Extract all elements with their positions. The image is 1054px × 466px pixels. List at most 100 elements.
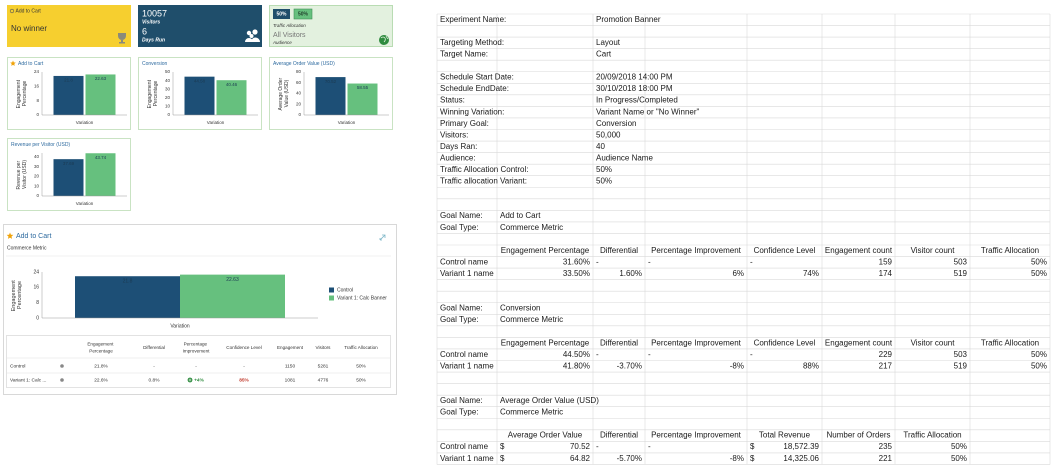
value-label: 22.63 xyxy=(95,76,107,81)
sheet-header: Engagement Percentage xyxy=(501,246,590,255)
table-header: Confidence Level xyxy=(226,345,262,350)
sheet-number: 50% xyxy=(1031,269,1047,278)
sheet-header: Confidence Level xyxy=(754,338,816,347)
star-icon xyxy=(6,232,14,239)
winner-text: No winner xyxy=(11,24,47,33)
table-cell: 1081 xyxy=(285,377,296,383)
sheet-currency: $ xyxy=(500,442,505,451)
sheet-header: Total Revenue xyxy=(759,431,811,440)
sheet-amount: 64.82 xyxy=(570,454,591,463)
y-tick-label: 10 xyxy=(34,183,40,188)
y-tick-label: 20 xyxy=(165,95,171,100)
y-axis-label: Engagement Percentage xyxy=(11,279,23,312)
chart-title: Add to Cart xyxy=(16,233,51,240)
sheet-number: 88% xyxy=(803,361,819,370)
sheet-text: Traffic Allocation Control: xyxy=(440,165,528,174)
sheet-currency: $ xyxy=(500,454,505,463)
sheet-text: Add to Cart xyxy=(500,211,541,220)
value-label: 37.69 xyxy=(63,161,75,166)
sheet-number: 221 xyxy=(879,454,893,463)
sheet-text: Days Ran: xyxy=(440,142,477,151)
sheet-number: 31.60% xyxy=(563,257,590,266)
sheet-text: 50% xyxy=(596,165,612,174)
value-label: 43.74 xyxy=(95,155,107,160)
audience-label: Audience xyxy=(272,40,292,45)
sheet-number: 159 xyxy=(879,257,893,266)
table-cell: 50% xyxy=(356,363,366,369)
visitors-card xyxy=(138,5,262,47)
sheet-amount: 14,325.06 xyxy=(783,454,819,463)
sheet-text: Variant 1 name xyxy=(440,361,494,370)
sheet-text: Status: xyxy=(440,96,465,105)
sheet-text: Goal Type: xyxy=(440,223,479,232)
sheet-number: 50% xyxy=(1031,361,1047,370)
expand-icon[interactable] xyxy=(379,234,386,241)
value-label: 44.58 xyxy=(194,78,206,83)
y-tick-label: 16 xyxy=(34,84,40,89)
y-tick-label: 40 xyxy=(34,154,40,159)
value-label: 58.55 xyxy=(357,85,369,90)
goal-name: Add to Cart xyxy=(16,8,42,14)
sheet-number: 1.60% xyxy=(619,269,642,278)
sheet-text: - xyxy=(648,257,651,266)
sheet-header: Traffic Allocation xyxy=(981,338,1039,347)
sheet-number: 503 xyxy=(954,257,968,266)
sheet-text: 30/10/2018 18:00 PM xyxy=(596,84,673,93)
table-header: Traffic Allocation xyxy=(344,345,378,350)
y-tick-label: 20 xyxy=(296,101,302,106)
table-cell: 50% xyxy=(356,377,366,383)
table-cell: - xyxy=(243,364,245,369)
sheet-text: Goal Name: xyxy=(440,396,483,405)
sheet-number: 50% xyxy=(1031,257,1047,266)
sheet-text: Primary Goal: xyxy=(440,119,489,128)
sheet-number: 50% xyxy=(951,442,967,451)
sheet-text: Variant Name or "No Winner" xyxy=(596,107,700,116)
table-cell: +4% xyxy=(194,377,204,383)
chart-title: Add to Cart xyxy=(18,61,44,67)
sheet-text: 50,000 xyxy=(596,130,621,139)
y-tick-label: 16 xyxy=(33,285,39,291)
y-tick-label: 40 xyxy=(296,91,302,96)
sheet-text: In Progress/Completed xyxy=(596,96,678,105)
y-tick-label: 8 xyxy=(36,300,39,306)
sheet-number: 519 xyxy=(954,269,968,278)
sheet-header: Percentage Improvement xyxy=(651,246,742,255)
sheet-text: Conversion xyxy=(500,304,540,313)
table-cell: 4776 xyxy=(318,377,329,383)
sheet-text: Visitors: xyxy=(440,130,468,139)
sheet-text: Traffic allocation Variant: xyxy=(440,177,527,186)
sheet-text: Goal Type: xyxy=(440,315,479,324)
control-chip xyxy=(273,9,290,19)
sheet-text: - xyxy=(750,257,753,266)
trophy-icon xyxy=(118,33,126,44)
sheet-text: - xyxy=(648,442,651,451)
sheet-header: Average Order Value xyxy=(508,431,583,440)
table-header: Visitors xyxy=(316,345,332,350)
sheet-text: - xyxy=(648,350,651,359)
bar xyxy=(347,83,378,115)
value-label: 40.46 xyxy=(226,82,238,87)
allocation-label: Traffic Allocation xyxy=(273,23,306,28)
legend-swatch xyxy=(329,287,334,293)
sheet-header: Number of Orders xyxy=(826,431,890,440)
y-tick-label: 60 xyxy=(296,80,302,85)
y-tick-label: 10 xyxy=(165,104,171,109)
table-cell: 5281 xyxy=(318,363,329,369)
sheet-header: Confidence Level xyxy=(754,246,816,255)
x-axis-label: Variation xyxy=(76,120,94,125)
y-tick-label: 0 xyxy=(36,112,39,117)
sheet-text: Goal Name: xyxy=(440,304,483,313)
y-axis-label: Average Order Value (USD) xyxy=(278,76,290,110)
sheet-text: - xyxy=(596,257,599,266)
table-cell: - xyxy=(195,364,197,369)
y-axis-label: Engagement Percentage xyxy=(16,79,28,109)
y-tick-label: 40 xyxy=(165,78,171,83)
sheet-number: 50% xyxy=(1031,350,1047,359)
y-tick-label: 30 xyxy=(165,86,171,91)
sheet-text: Layout xyxy=(596,38,621,47)
sheet-currency: $ xyxy=(750,442,755,451)
globe-lines xyxy=(380,35,389,43)
y-tick-label: 24 xyxy=(34,69,40,74)
sheet-text: 50% xyxy=(596,177,612,186)
